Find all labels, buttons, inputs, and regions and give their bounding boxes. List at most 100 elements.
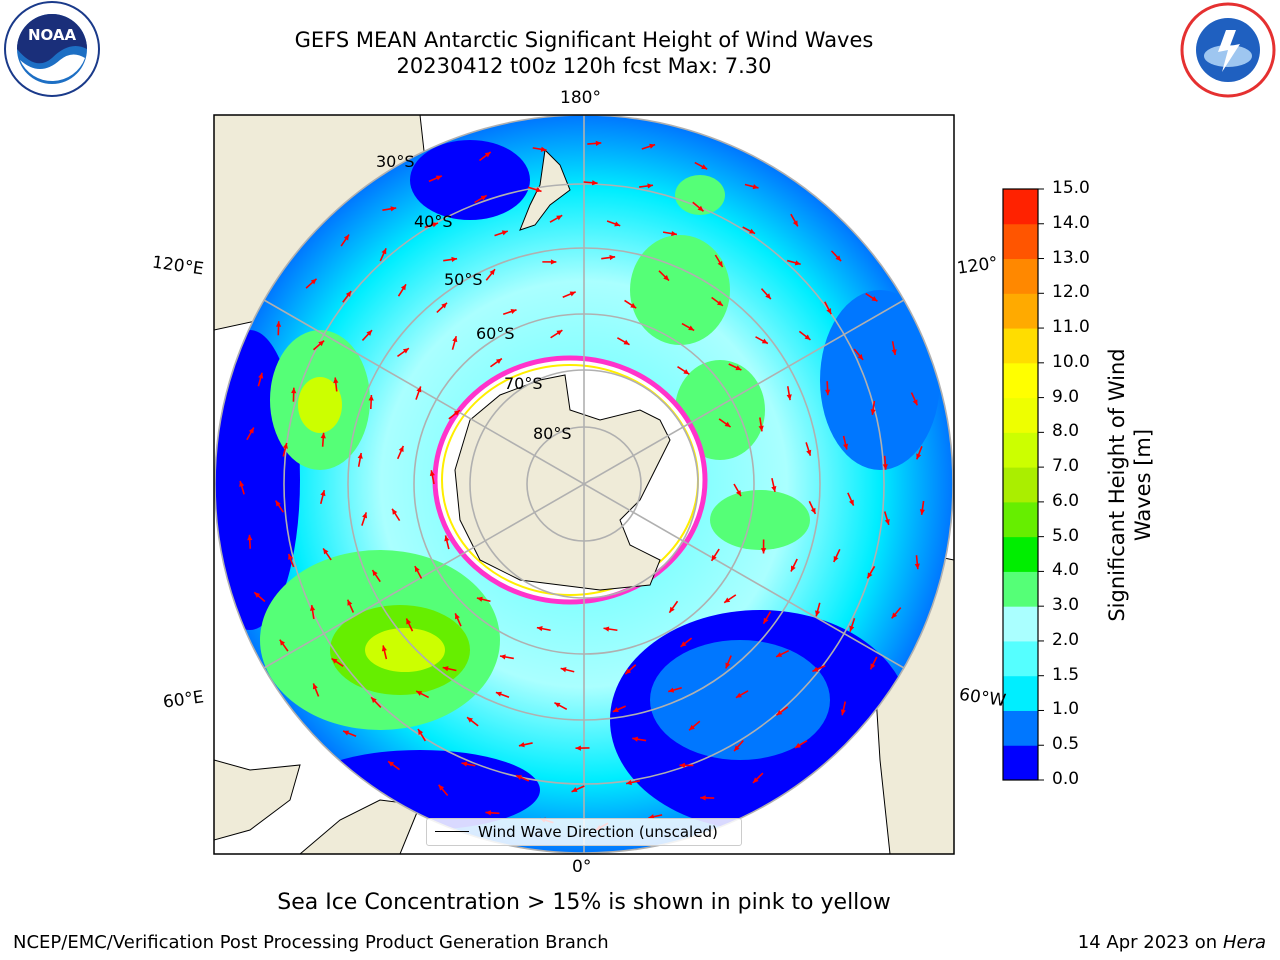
wave-arrow-head <box>569 291 576 297</box>
wave-arrow-head <box>826 308 832 315</box>
map-legend: Wind Wave Direction (unscaled) <box>426 818 742 846</box>
wave-arrow-head <box>776 709 783 716</box>
wave-arrow-head <box>884 518 890 525</box>
wave-arrow-head <box>372 570 378 577</box>
wave-arrow-head <box>630 302 637 309</box>
wave-arrow-head <box>418 728 424 735</box>
wave-arrow-head <box>400 284 406 291</box>
credit-text: NCEP/EMC/Verification Post Processing Pr… <box>13 932 609 953</box>
colorbar-swatch <box>1003 432 1038 468</box>
wave-arrow-head <box>914 563 920 570</box>
colorbar-tick-label: 5.0 <box>1052 525 1080 546</box>
wave-arrow-head <box>432 222 439 228</box>
wave-arrow-head <box>833 555 839 562</box>
wave-arrow-head <box>518 742 525 748</box>
wave-arrow-head <box>679 762 685 768</box>
wave-arrow-head <box>790 565 796 572</box>
legend-line-swatch <box>435 831 469 832</box>
wave-arrow-head <box>381 645 387 652</box>
machine-name: Hera <box>1222 932 1266 953</box>
wave-arrow-head <box>495 358 502 364</box>
wave-arrow-head <box>700 795 706 801</box>
wave-arrow-head <box>671 230 677 237</box>
wave-arrow-head <box>489 269 495 276</box>
wave-arrow-head <box>771 486 777 492</box>
wave-arrow-head <box>254 592 261 598</box>
wave-arrow-head <box>603 626 610 632</box>
wave-arrow-head <box>535 187 542 193</box>
colorbar-tick-label: 4.0 <box>1052 560 1080 581</box>
wave-arrow-head <box>429 470 435 477</box>
wave-arrow-head <box>282 442 288 449</box>
colorbar-swatch <box>1003 606 1038 642</box>
lon-label-180: 180° <box>560 88 601 108</box>
wave-arrow-head <box>540 146 547 152</box>
wave-arrow-head <box>716 300 723 306</box>
colorbar-swatch <box>1003 640 1038 677</box>
wave-arrow-head <box>452 336 458 343</box>
wave-arrow-head <box>484 152 491 158</box>
wave-arrow-head <box>765 293 771 300</box>
wave-arrow-head <box>623 339 630 345</box>
wave-arrow-head <box>848 499 854 506</box>
wave-arrow-head <box>870 409 876 415</box>
colorbar-tick-label: 11.0 <box>1052 317 1090 338</box>
wave-arrow-head <box>480 195 487 201</box>
wave-arrow-head <box>571 787 578 792</box>
wave-arrow-head <box>500 654 506 660</box>
wave-arrow-head <box>625 668 632 675</box>
wave-arrow-head <box>749 228 756 234</box>
colorbar-swatch <box>1003 710 1038 746</box>
colorbar-tick-label: 7.0 <box>1052 456 1080 477</box>
wave-arrow-head <box>476 596 483 602</box>
colorbar-swatch <box>1003 397 1038 433</box>
wave-arrow-head <box>343 730 350 736</box>
wave-arrow-head <box>870 663 876 670</box>
wave-arrow-head <box>776 652 783 657</box>
chart-title: GEFS MEAN Antarctic Significant Height o… <box>294 28 874 52</box>
colorbar-swatch <box>1003 501 1038 538</box>
lat-label-30s: 30°S <box>376 152 415 171</box>
wave-arrow-head <box>390 206 397 212</box>
wave-arrow-head <box>591 180 598 186</box>
wave-arrow-head <box>647 183 654 189</box>
wave-arrow-head <box>840 709 846 716</box>
wind-wave-arrows <box>239 140 925 831</box>
colorbar-swatch <box>1003 223 1038 260</box>
wave-arrow-head <box>381 248 387 255</box>
wave-arrow-head <box>724 597 731 603</box>
wave-arrow-head <box>736 490 741 497</box>
wave-arrow-head <box>697 205 704 212</box>
wave-arrow-head <box>362 512 368 519</box>
wave-arrow-head <box>320 432 326 439</box>
colorbar-swatch <box>1003 293 1038 329</box>
colorbar-swatch <box>1003 189 1038 225</box>
wave-arrow-head <box>442 666 449 672</box>
colorbar-swatch <box>1003 467 1038 503</box>
wave-arrow-head <box>760 548 767 554</box>
wave-arrow-head <box>680 641 687 647</box>
wave-arrow-head <box>556 215 563 221</box>
wave-arrow-head <box>794 260 801 266</box>
colorbar-tick-label: 0.5 <box>1052 734 1080 755</box>
wave-arrow-head <box>435 175 442 181</box>
wave-arrow-head <box>248 427 254 434</box>
lat-label-70s: 70°S <box>504 374 543 393</box>
colorbar-swatch <box>1003 362 1038 399</box>
date-stamp: 14 Apr 2023 on Hera <box>1078 932 1266 953</box>
wave-arrow-head <box>867 572 873 579</box>
wave-arrow-head <box>786 394 792 401</box>
wave-arrow-head <box>843 443 849 450</box>
wave-arrow-head <box>912 399 918 406</box>
wave-arrow-head <box>416 691 423 696</box>
wave-arrow-head <box>669 606 675 613</box>
colorbar-swatch <box>1003 536 1038 572</box>
wave-arrow-head <box>735 692 742 698</box>
wave-arrow-head <box>485 810 491 816</box>
wave-arrow-head <box>438 784 445 791</box>
wave-arrow-head <box>683 369 690 375</box>
wave-arrow-head <box>724 421 731 428</box>
wave-arrow-head <box>309 605 316 611</box>
wave-arrow-head <box>310 278 317 285</box>
